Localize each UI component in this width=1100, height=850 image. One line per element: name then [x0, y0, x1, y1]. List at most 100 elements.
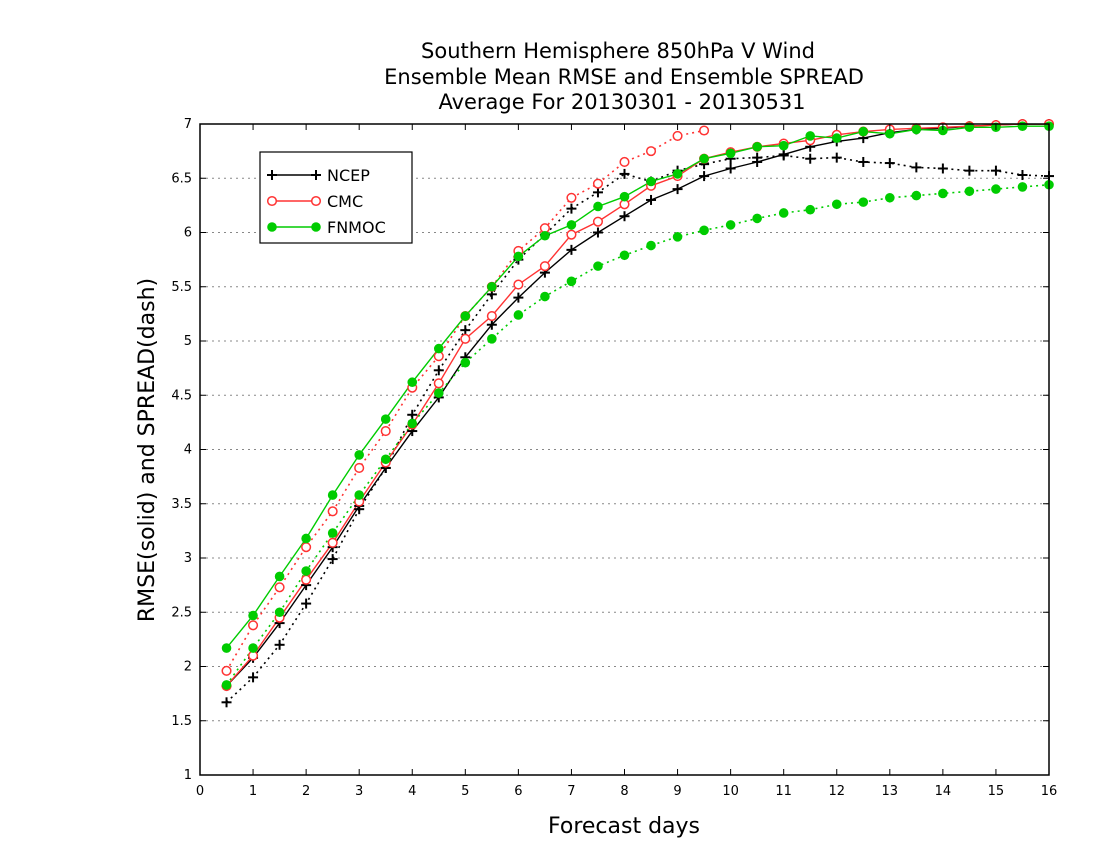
point-fnmoc-rmse — [248, 610, 258, 621]
point-fnmoc-rmse — [1017, 121, 1028, 131]
point-fnmoc-rmse — [380, 414, 391, 424]
x-tick-label: 0 — [196, 784, 204, 799]
x-tick-label: 3 — [355, 784, 363, 799]
point-ncep-rmse — [486, 319, 497, 330]
point-ncep-spread — [964, 165, 975, 176]
point-fnmoc-spread — [831, 199, 842, 210]
point-fnmoc-spread — [778, 208, 789, 218]
point-fnmoc-spread — [221, 680, 232, 690]
point-cmc-spread — [592, 178, 604, 189]
point-fnmoc-spread — [566, 276, 577, 287]
point-fnmoc-spread — [433, 388, 444, 398]
point-fnmoc-spread — [619, 250, 630, 261]
legend: NCEP CMC FNMOC — [259, 151, 413, 244]
y-tick-label: 2 — [184, 660, 192, 675]
legend-entry-fnmoc: FNMOC — [267, 218, 386, 237]
point-ncep-spread — [274, 639, 285, 650]
x-tick-label: 13 — [882, 784, 899, 799]
point-cmc-spread — [354, 462, 365, 473]
x-tick-label: 5 — [461, 784, 469, 799]
point-fnmoc-rmse — [593, 201, 603, 212]
point-cmc-spread — [274, 582, 285, 593]
y-tick-label: 3 — [184, 551, 192, 566]
legend-marker-ncep — [311, 170, 321, 180]
point-ncep-spread — [884, 158, 895, 169]
point-ncep-rmse — [646, 194, 657, 205]
point-ncep-rmse — [725, 163, 736, 174]
point-fnmoc-spread — [646, 240, 656, 251]
point-cmc-spread — [248, 620, 259, 631]
point-cmc-spread — [566, 192, 577, 203]
point-fnmoc-spread — [274, 607, 285, 618]
point-ncep-rmse — [619, 211, 630, 222]
y-axis: 1 1.5 2 2.5 3 3.5 4 4.5 5 5.5 6 6.5 7 — [171, 117, 1049, 783]
point-fnmoc-rmse — [778, 140, 789, 151]
title-line-2: Ensemble Mean RMSE and Ensemble SPREAD — [384, 65, 864, 89]
point-fnmoc-rmse — [513, 251, 524, 262]
legend-label-cmc: CMC — [327, 192, 363, 211]
point-fnmoc-rmse — [858, 126, 869, 137]
point-cmc-spread — [380, 426, 391, 437]
point-fnmoc-rmse — [407, 377, 418, 388]
point-fnmoc-spread — [938, 188, 948, 199]
point-fnmoc-spread — [354, 490, 364, 500]
point-cmc-spread — [221, 665, 232, 676]
x-tick-label: 1 — [249, 784, 257, 799]
point-fnmoc-rmse — [301, 533, 311, 544]
point-fnmoc-spread — [460, 357, 471, 368]
point-ncep-rmse — [513, 292, 524, 303]
point-ncep-spread — [301, 598, 312, 609]
y-tick-label: 3.5 — [171, 497, 192, 512]
point-fnmoc-spread — [725, 220, 736, 230]
point-fnmoc-rmse — [831, 133, 842, 143]
point-ncep-rmse — [672, 184, 683, 195]
point-ncep-spread — [858, 156, 869, 167]
point-fnmoc-spread — [699, 225, 709, 236]
y-tick-label: 4.5 — [171, 388, 192, 403]
point-fnmoc-spread — [407, 418, 418, 429]
point-cmc-rmse — [513, 279, 524, 290]
point-fnmoc-spread — [752, 213, 762, 224]
point-cmc-spread — [619, 156, 630, 168]
point-fnmoc-rmse — [646, 176, 656, 187]
point-ncep-spread — [937, 163, 948, 174]
title-line-1: Southern Hemisphere 850hPa V Wind — [421, 39, 815, 63]
point-cmc-spread — [645, 146, 657, 157]
point-ncep-spread — [221, 697, 232, 708]
point-cmc-rmse — [301, 574, 312, 585]
point-fnmoc-spread — [991, 184, 1001, 194]
point-ncep-spread — [619, 168, 630, 179]
point-fnmoc-rmse — [221, 643, 232, 653]
point-ncep-spread — [1017, 169, 1028, 180]
x-tick-label: 15 — [988, 784, 1005, 799]
legend-label-ncep: NCEP — [327, 166, 370, 185]
legend-entry-ncep: NCEP — [267, 166, 370, 185]
point-cmc-spread — [301, 542, 312, 553]
y-tick-label: 1.5 — [171, 714, 192, 729]
series-fnmoc-spread-line — [225, 184, 1049, 686]
point-fnmoc-rmse — [699, 153, 709, 164]
point-fnmoc-spread — [248, 643, 258, 653]
point-fnmoc-spread — [911, 190, 922, 201]
point-cmc-spread — [672, 130, 683, 141]
point-ncep-spread — [831, 152, 842, 163]
point-fnmoc-spread — [540, 291, 550, 302]
y-tick-label: 5.5 — [171, 280, 192, 295]
point-ncep-spread — [592, 187, 603, 198]
legend-marker-ncep — [267, 170, 277, 180]
x-axis: 0 1 2 3 4 5 6 7 8 9 10 11 12 13 14 15 16 — [196, 124, 1057, 799]
point-cmc-rmse — [566, 229, 577, 240]
point-ncep-rmse — [699, 171, 710, 182]
point-ncep-rmse — [778, 149, 789, 160]
point-ncep-rmse — [752, 156, 763, 167]
point-fnmoc-rmse — [354, 450, 364, 460]
title-line-3: Average For 20130301 - 20130531 — [438, 90, 805, 114]
legend-marker-cmc — [310, 195, 322, 207]
point-fnmoc-spread — [593, 261, 603, 271]
point-fnmoc-spread — [487, 334, 497, 344]
point-fnmoc-spread — [885, 192, 895, 203]
point-fnmoc-rmse — [433, 343, 444, 354]
legend-marker-fnmoc — [311, 222, 321, 232]
x-tick-label: 6 — [514, 784, 522, 799]
